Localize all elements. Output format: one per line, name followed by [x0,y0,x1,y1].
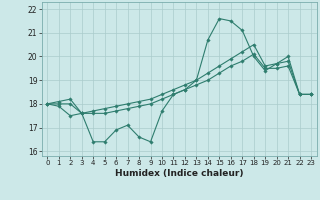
X-axis label: Humidex (Indice chaleur): Humidex (Indice chaleur) [115,169,244,178]
